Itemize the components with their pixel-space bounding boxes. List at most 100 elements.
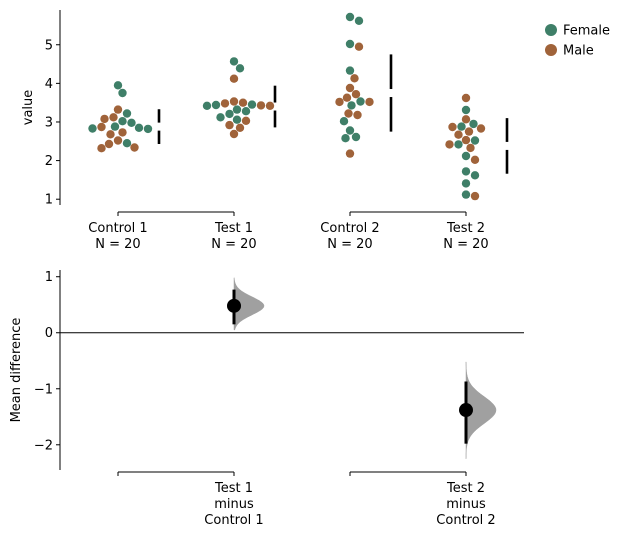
swarm-point-male	[229, 74, 239, 83]
swarm-point-male	[461, 93, 471, 103]
swarm-point-female	[247, 100, 257, 109]
swarm-point-male	[345, 149, 355, 158]
swarm-point-female	[347, 101, 356, 110]
swarm-point-male	[229, 129, 239, 139]
legend-label: Female	[563, 24, 610, 39]
swarm-point-female	[354, 16, 364, 25]
group-n-label: N = 20	[443, 237, 488, 252]
group-n-label: N = 20	[211, 237, 256, 252]
mean-difference-point	[227, 298, 241, 313]
swarm-point-male	[113, 136, 123, 145]
swarm-point-male	[100, 114, 109, 124]
difference-plot: −2−101 Mean difference Test 1minusContro…	[9, 270, 524, 528]
swarm-point-male	[350, 74, 359, 83]
swarm-point-female	[461, 105, 471, 115]
swarm-point-female	[339, 117, 349, 126]
group-label: Test 2	[446, 221, 485, 236]
swarm-point-male	[220, 99, 230, 108]
bootstrap-distribution	[465, 361, 497, 459]
swarm-point-female	[341, 134, 350, 143]
swarm-point-male	[461, 135, 471, 145]
swarm-point-male	[106, 130, 115, 139]
group-label: Test 1	[214, 221, 253, 236]
swarm-point-male	[445, 140, 454, 149]
swarm-point-female	[457, 122, 466, 131]
swarm-point-female	[345, 39, 355, 49]
swarm-point-female	[470, 171, 480, 180]
comparison-label: Test 2	[446, 481, 485, 496]
swarm-point-female	[241, 107, 251, 116]
swarm-point-male	[344, 109, 353, 118]
swarm-point-male	[345, 83, 355, 93]
swarm-point-male	[238, 98, 248, 107]
swarm-point-female	[127, 118, 136, 128]
swarm-point-female	[134, 123, 144, 132]
swarm-point-male	[448, 122, 457, 132]
swarm-point-female	[461, 151, 471, 161]
bottom-y-tick-label: 1	[45, 270, 53, 285]
group-n-label: N = 20	[95, 237, 140, 252]
swarm-point-female	[122, 139, 132, 148]
swarm-points	[88, 12, 486, 201]
swarm-point-female	[225, 109, 234, 119]
swarm-point-male	[97, 144, 106, 153]
swarm-point-female	[122, 109, 132, 118]
swarm-point-male	[351, 90, 361, 99]
swarm-point-male	[476, 124, 486, 133]
swarm-point-male	[265, 101, 275, 111]
bottom-y-tick-label: −2	[34, 438, 53, 453]
swarm-point-male	[225, 120, 234, 130]
bootstrap-distributions	[233, 277, 497, 459]
swarm-point-male	[365, 97, 374, 107]
swarm-point-female	[202, 101, 212, 111]
swarm-point-female	[454, 140, 463, 149]
swarm-point-male	[118, 128, 127, 137]
swarm-point-male	[466, 143, 475, 153]
swarm-point-female	[345, 12, 355, 22]
swarm-point-female	[461, 167, 471, 176]
swarm-point-female	[211, 100, 221, 110]
swarm-point-female	[118, 88, 127, 98]
group-label: Control 2	[320, 221, 379, 236]
comparison-label: minus	[446, 497, 486, 512]
comparison-label: minus	[214, 497, 254, 512]
swarm-point-female	[113, 81, 123, 90]
swarm-point-female	[232, 115, 242, 124]
legend-marker-male	[545, 44, 557, 56]
swarm-point-male	[229, 97, 239, 106]
group-n-label: N = 20	[327, 237, 372, 252]
bootstrap-distribution	[233, 277, 265, 331]
swarm-point-female	[469, 119, 478, 129]
swarm-point-male	[130, 143, 139, 152]
swarm-point-female	[461, 190, 471, 199]
swarm-point-male	[241, 116, 251, 126]
bottom-y-tick-label: 0	[45, 326, 53, 341]
swarm-point-female	[88, 124, 97, 133]
comparison-label: Control 1	[204, 513, 263, 528]
swarm-point-female	[356, 97, 365, 106]
swarm-point-male	[256, 101, 266, 110]
comparison-label: Test 1	[214, 481, 253, 496]
swarm-point-male	[109, 113, 118, 122]
swarm-point-female	[351, 132, 361, 142]
bottom-y-ticks: −2 −1 0 1	[34, 270, 60, 453]
swarm-point-female	[470, 136, 480, 145]
top-y-tick-label: 3	[45, 115, 53, 130]
swarm-point-male	[464, 127, 474, 136]
top-y-ticks: 1 2 3 4 5	[45, 38, 60, 208]
comparison-label: Control 2	[436, 513, 495, 528]
swarm-point-male	[354, 42, 364, 51]
swarm-point-female	[235, 64, 245, 73]
swarm-point-male	[97, 122, 106, 132]
top-y-tick-label: 4	[45, 77, 53, 92]
top-y-tick-label: 1	[45, 193, 53, 208]
top-y-tick-label: 2	[45, 154, 53, 169]
swarm-point-male	[104, 139, 114, 149]
swarm-point-female	[345, 126, 355, 135]
top-y-axis-label: value	[21, 90, 36, 126]
swarm-point-male	[461, 115, 471, 124]
swarm-point-male	[335, 97, 344, 107]
